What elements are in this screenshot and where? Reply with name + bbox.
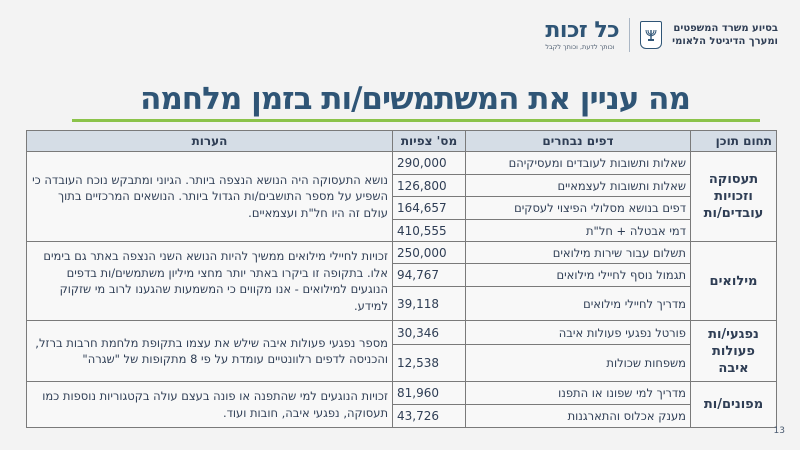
table-row: משפחות שכולות 12,538: [27, 344, 777, 382]
title-underline: [72, 119, 760, 122]
page-cell: תגמול נוסף לחיילי מילואים: [465, 263, 691, 287]
notes-cell: נושא התעסוקה היה הנושא הנצפה ביותר. הגיו…: [26, 151, 393, 242]
table-header-row: תחום תוכן דפים נבחרים מס' צפיות הערות: [26, 130, 777, 152]
ministry-line-2: ומערך הדיגיטל הלאומי: [672, 36, 778, 47]
page-cell: דמי אבטלה + חל"ת: [465, 219, 691, 242]
table-row: תעסוקה וזכויות עובדים/ות שאלות ותשובות ל…: [26, 151, 777, 242]
page-cell: דפים בנושא מסלולי הפיצוי לעסקים: [465, 196, 691, 220]
ministry-line-1: בסיוע משרד המשפטים: [673, 23, 778, 34]
notes-cell: זכויות לחיילי מילואים ממשיך להיות הנושא …: [26, 241, 393, 321]
domain-cell: מפונים/ות: [690, 381, 777, 428]
views-cell: 39,118: [392, 286, 466, 321]
domain-cell: תעסוקה וזכויות עובדים/ות: [690, 151, 777, 242]
page-title: מה עניין את המשתמשים/ות בזמן מלחמה: [140, 81, 691, 117]
views-table: תחום תוכן דפים נבחרים מס' צפיות הערות תע…: [26, 130, 777, 428]
table-row: דמי אבטלה + חל"ת 410,555: [27, 219, 777, 242]
page-cell: משפחות שכולות: [465, 344, 691, 382]
domain-cell: מילואים: [690, 241, 777, 321]
domain-cell: נפגעי/ות פעולות איבה: [690, 320, 777, 382]
page-cell: מדריך למי שפונו או התפנו: [465, 381, 691, 405]
views-cell: 81,960: [392, 381, 466, 405]
ministry-text: בסיוע משרד המשפטים ומערך הדיגיטל הלאומי: [672, 22, 778, 48]
views-cell: 126,800: [392, 174, 466, 197]
notes-cell: זכויות הנוגעים למי שהתפנה או פונה בעצם ע…: [26, 381, 393, 428]
page-cell: שאלות ותשובות לעובדים ומעסיקיהם: [465, 151, 691, 175]
page-cell: מענק אכלוס והתארגנות: [465, 404, 691, 428]
header-pages: דפים נבחרים: [465, 130, 691, 152]
header-views: מס' צפיות: [392, 130, 466, 152]
brand-name: כל זכות: [545, 17, 620, 43]
state-emblem-icon: [640, 21, 663, 49]
page-cell: מדריך לחיילי מילואים: [465, 286, 691, 321]
header-domain: תחום תוכן: [690, 130, 777, 152]
table-row: מדריך לחיילי מילואים 39,118: [27, 286, 777, 321]
table-row: נפגעי/ות פעולות איבה פורטל נפגעי פעולות …: [26, 320, 777, 382]
views-cell: 164,657: [392, 196, 466, 220]
page-cell: שאלות ותשובות לעצמאיים: [465, 174, 691, 197]
notes-cell: מספר נפגעי פעולות איבה שילש את עצמו בתקו…: [26, 320, 393, 382]
brand-tagline: וכותך לדעת, וכותך לקבל: [545, 42, 615, 51]
views-cell: 290,000: [392, 151, 466, 175]
header-notes: הערות: [26, 130, 393, 152]
views-cell: 250,000: [392, 241, 466, 264]
views-cell: 410,555: [392, 219, 466, 242]
views-cell: 12,538: [392, 344, 466, 382]
table-row: דפים בנושא מסלולי הפיצוי לעסקים 164,657: [27, 196, 777, 220]
header-logos: כל זכות וכותך לדעת, וכותך לקבל בסיוע משר…: [545, 18, 778, 52]
page-cell: תשלום עבור שירות מילואים: [465, 241, 691, 264]
logo-divider: [629, 18, 631, 52]
kolzchut-logo: כל זכות וכותך לדעת, וכותך לקבל: [545, 17, 620, 51]
table-row: מילואים תשלום עבור שירות מילואים 250,000…: [26, 241, 777, 321]
views-cell: 94,767: [392, 263, 466, 287]
page-cell: פורטל נפגעי פעולות איבה: [465, 320, 691, 345]
table-row: מענק אכלוס והתארגנות 43,726: [27, 404, 777, 428]
views-cell: 30,346: [392, 320, 466, 345]
table-row: מפונים/ות מדריך למי שפונו או התפנו 81,96…: [26, 381, 777, 428]
views-cell: 43,726: [392, 404, 466, 428]
page-number: 13: [773, 426, 785, 436]
